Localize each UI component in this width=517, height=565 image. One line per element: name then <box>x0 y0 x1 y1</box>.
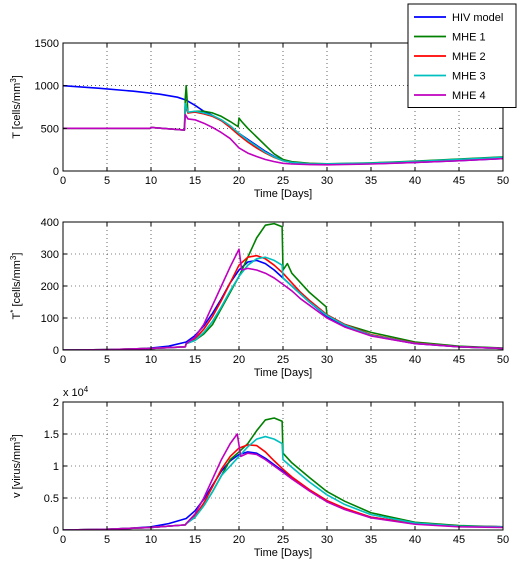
x-tick-label: 40 <box>409 534 421 546</box>
x-tick-label: 0 <box>60 534 66 546</box>
legend: HIV model MHE 1 MHE 2 MHE 3 MHE 4 <box>407 3 517 108</box>
y-tick-label: 2 <box>53 397 59 409</box>
x-tick-label: 10 <box>145 354 157 366</box>
series-line-mhe-4 <box>63 113 503 166</box>
y-tick-label: 300 <box>41 249 59 261</box>
legend-label: MHE 4 <box>452 90 486 102</box>
x-tick-label: 45 <box>453 175 465 187</box>
x-tick-label: 25 <box>277 175 289 187</box>
y-tick-label: 0.5 <box>44 493 59 505</box>
x-tick-label: 50 <box>497 534 509 546</box>
legend-label: HIV model <box>452 12 503 24</box>
x-tick-label: 15 <box>189 175 201 187</box>
x-axis-label: Time [Days] <box>254 188 312 200</box>
x-tick-label: 35 <box>365 175 377 187</box>
x-tick-label: 50 <box>497 354 509 366</box>
x-tick-label: 40 <box>409 175 421 187</box>
x-tick-label: 45 <box>453 534 465 546</box>
x-tick-label: 30 <box>321 175 333 187</box>
x-tick-label: 25 <box>277 534 289 546</box>
series-line-mhe-4 <box>63 433 503 530</box>
x-tick-label: 20 <box>233 175 245 187</box>
series-line-mhe-3 <box>63 102 503 165</box>
y-tick-label: 0 <box>53 166 59 178</box>
x-tick-label: 20 <box>233 354 245 366</box>
y-tick-label: 500 <box>41 123 59 135</box>
x-tick-label: 25 <box>277 354 289 366</box>
legend-label: MHE 1 <box>452 32 486 44</box>
x-tick-label: 15 <box>189 354 201 366</box>
y-tick-label: 1.5 <box>44 429 59 441</box>
axis-multiplier-label: x 104 <box>63 385 89 400</box>
y-axis-label: T* [cells/mm3] <box>9 253 24 320</box>
y-axis-label: T [cells/mm3] <box>9 75 24 139</box>
y-tick-label: 200 <box>41 281 59 293</box>
x-axis-label: Time [Days] <box>254 367 312 379</box>
x-tick-label: 45 <box>453 354 465 366</box>
x-tick-label: 35 <box>365 534 377 546</box>
x-tick-label: 10 <box>145 175 157 187</box>
series-group <box>63 84 503 166</box>
x-tick-label: 0 <box>60 175 66 187</box>
y-tick-label: 1 <box>53 461 59 473</box>
x-axis-label: Time [Days] <box>254 547 312 559</box>
x-tick-label: 30 <box>321 534 333 546</box>
x-tick-label: 0 <box>60 354 66 366</box>
subplot-3: 0 5 10 15 20 25 30 35 40 45 50 0 0.5 1 1.5 2 Time [Days]… <box>9 385 510 560</box>
y-tick-label: 400 <box>41 217 59 229</box>
y-tick-label: 100 <box>41 313 59 325</box>
x-tick-label: 10 <box>145 534 157 546</box>
x-tick-label: 5 <box>104 534 110 546</box>
series-line-mhe-4 <box>63 248 503 350</box>
x-tick-label: 50 <box>497 175 509 187</box>
y-tick-label: 1500 <box>35 38 59 50</box>
x-tick-label: 20 <box>233 534 245 546</box>
x-tick-label: 5 <box>104 175 110 187</box>
y-tick-label: 0 <box>53 525 59 537</box>
y-axis-label: v [virus/mm3] <box>9 434 24 498</box>
y-tick-label: 1000 <box>35 81 59 93</box>
x-tick-label: 5 <box>104 354 110 366</box>
x-tick-label: 40 <box>409 354 421 366</box>
series-group <box>63 222 503 350</box>
y-tick-label: 0 <box>53 345 59 357</box>
series-group <box>63 417 503 530</box>
legend-label: MHE 2 <box>452 51 486 63</box>
x-tick-label: 35 <box>365 354 377 366</box>
x-tick-label: 30 <box>321 354 333 366</box>
x-tick-label: 15 <box>189 534 201 546</box>
subplot-2: 0 5 10 15 20 25 30 35 40 45 50 0 100 200 300 400 Time [D… <box>9 217 510 379</box>
legend-label: MHE 3 <box>452 71 486 83</box>
